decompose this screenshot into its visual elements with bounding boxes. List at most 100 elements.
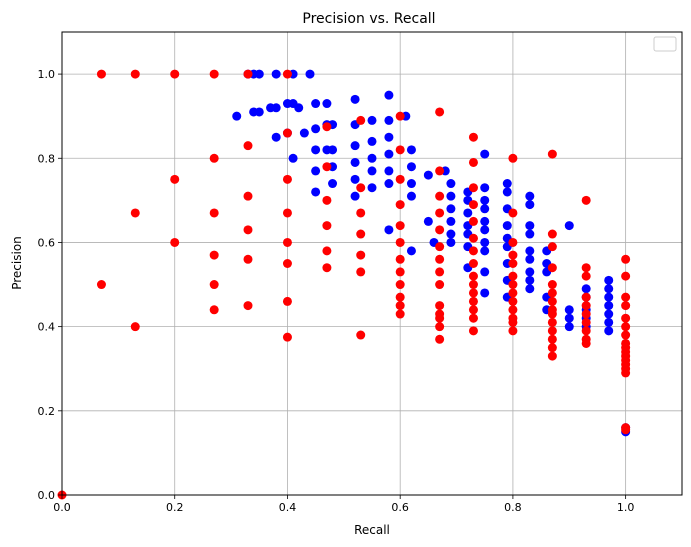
data-point-series-1 [480, 246, 490, 256]
data-point-series-2 [547, 343, 557, 353]
data-point-series-2 [581, 301, 591, 311]
data-point-series-2 [209, 69, 219, 79]
data-point-series-2 [547, 229, 557, 239]
data-point-series-1 [480, 216, 490, 226]
data-point-series-2 [356, 330, 366, 340]
data-point-series-1 [525, 221, 535, 231]
data-point-series-2 [395, 174, 405, 184]
data-point-series-1 [288, 153, 298, 163]
data-point-series-2 [621, 292, 631, 302]
data-point-series-2 [282, 332, 292, 342]
data-point-series-1 [604, 292, 614, 302]
data-point-series-2 [547, 280, 557, 290]
data-point-series-2 [322, 246, 332, 256]
data-point-series-1 [367, 166, 377, 176]
y-axis-label: Precision [10, 236, 24, 290]
data-point-series-1 [446, 229, 456, 239]
data-point-series-2 [581, 195, 591, 205]
data-point-series-1 [294, 103, 304, 113]
data-point-series-1 [367, 115, 377, 125]
x-tick-label: 0.0 [53, 501, 71, 514]
data-point-series-2 [581, 309, 591, 319]
data-point-series-2 [282, 259, 292, 268]
data-point-series-1 [322, 99, 332, 109]
data-point-series-2 [209, 280, 219, 290]
data-point-series-2 [435, 334, 445, 344]
data-point-series-2 [621, 330, 631, 340]
data-point-series-1 [271, 103, 281, 113]
y-tick-label: 0.0 [38, 489, 56, 502]
y-tick-label: 0.2 [38, 405, 56, 418]
data-point-series-2 [468, 216, 478, 226]
data-point-series-2 [468, 157, 478, 167]
data-point-series-1 [384, 115, 394, 125]
x-tick-label: 0.8 [504, 501, 522, 514]
data-point-series-2 [508, 259, 518, 268]
y-tick-label: 0.8 [38, 152, 56, 165]
data-point-series-2 [547, 317, 557, 327]
data-point-series-2 [435, 191, 445, 201]
data-point-series-2 [508, 153, 518, 163]
data-point-series-2 [209, 250, 219, 260]
data-point-series-1 [384, 132, 394, 142]
data-point-series-1 [480, 237, 490, 247]
ticks-layer: 0.0 0.2 0.4 0.6 0.8 1.0 0.0 0.2 0.4 0.6 0.8 1.0 [38, 68, 635, 514]
data-point-series-2 [621, 425, 631, 435]
data-point-series-2 [395, 267, 405, 277]
chart-title: Precision vs. Recall [302, 11, 435, 27]
data-point-series-1 [480, 195, 490, 205]
data-point-series-1 [564, 305, 574, 315]
data-point-series-2 [435, 267, 445, 277]
data-point-series-2 [322, 221, 332, 231]
data-point-series-1 [525, 284, 535, 294]
data-point-series-1 [502, 187, 512, 197]
data-point-series-1 [581, 284, 591, 294]
data-point-series-2 [547, 334, 557, 344]
x-tick-label: 0.4 [279, 501, 297, 514]
data-point-series-2 [468, 183, 478, 193]
data-point-series-1 [367, 136, 377, 146]
data-point-series-2 [130, 322, 140, 332]
data-point-series-1 [384, 90, 394, 100]
data-point-series-2 [395, 145, 405, 155]
data-point-series-2 [209, 305, 219, 315]
data-point-series-1 [480, 149, 490, 159]
data-point-series-2 [435, 225, 445, 235]
data-point-series-2 [282, 128, 292, 138]
data-point-series-2 [282, 69, 292, 79]
data-point-series-2 [468, 233, 478, 243]
data-point-series-1 [564, 221, 574, 231]
data-point-series-2 [395, 254, 405, 264]
data-point-series-2 [508, 271, 518, 281]
data-point-series-2 [581, 317, 591, 327]
data-point-series-2 [581, 292, 591, 302]
data-point-series-1 [423, 170, 433, 180]
data-point-series-1 [305, 69, 315, 79]
data-point-series-2 [621, 301, 631, 311]
data-point-series-2 [468, 246, 478, 256]
data-point-series-1 [604, 284, 614, 294]
data-point-series-1 [525, 275, 535, 285]
data-point-series-1 [406, 162, 416, 172]
data-point-series-2 [508, 305, 518, 315]
data-point-series-2 [395, 292, 405, 302]
data-point-series-2 [508, 317, 518, 327]
data-point-series-2 [435, 166, 445, 176]
data-point-series-1 [328, 145, 338, 155]
data-point-series-2 [243, 225, 253, 235]
data-point-series-1 [564, 313, 574, 323]
data-point-series-1 [311, 99, 321, 109]
data-point-series-2 [508, 296, 518, 306]
data-point-series-2 [356, 229, 366, 239]
data-point-series-1 [311, 187, 321, 197]
data-point-series-2 [468, 271, 478, 281]
data-point-series-2 [435, 242, 445, 252]
data-point-series-1 [350, 94, 360, 104]
data-point-series-2 [395, 237, 405, 247]
data-point-series-1 [350, 141, 360, 151]
data-point-series-1 [604, 309, 614, 319]
data-point-series-2 [621, 322, 631, 332]
data-point-series-2 [621, 368, 631, 378]
